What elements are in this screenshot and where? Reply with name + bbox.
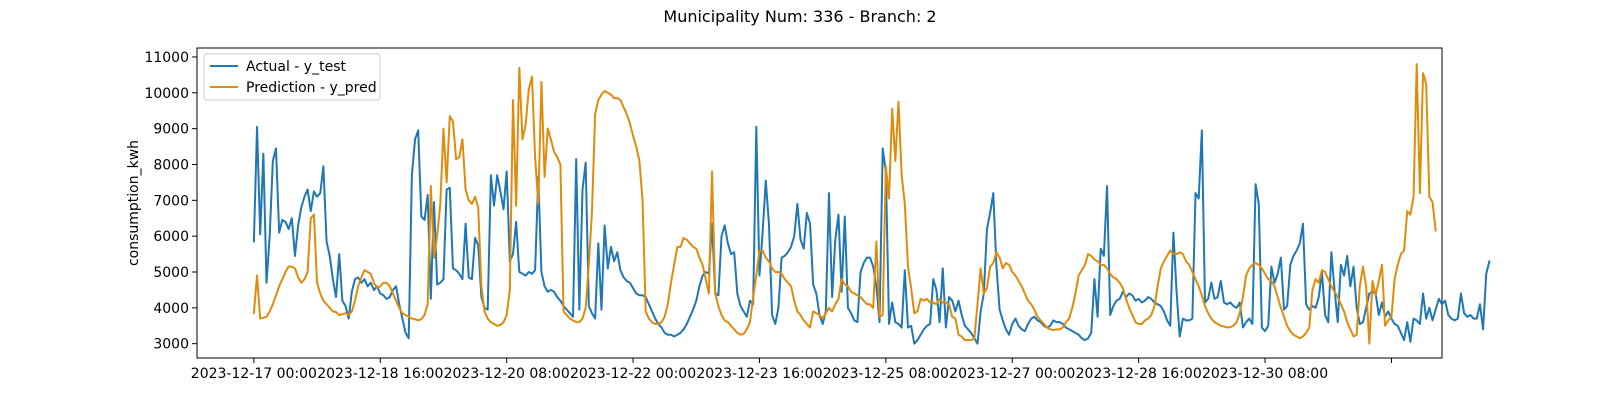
legend-label-1: Prediction - y_pred: [246, 80, 377, 96]
y-tick-label: 4000: [153, 301, 189, 317]
y-tick-label: 5000: [153, 265, 189, 281]
x-tick-label: 2023-12-18 16:00: [317, 366, 443, 382]
x-tick-label: 2023-12-20 08:00: [444, 366, 570, 382]
x-tick-label: 2023-12-28 16:00: [1076, 366, 1202, 382]
y-tick-label: 8000: [153, 157, 189, 173]
series-layer: [252, 63, 1491, 345]
plot-area: [196, 47, 1491, 359]
legend-box: [203, 53, 381, 101]
x-axis: 2023-12-17 00:00 2023-12-18 16:00 2023-12-…: [191, 358, 1392, 382]
y-tick-label: 11000: [144, 50, 189, 66]
y-axis: 3000 4000 5000 6000 7000 8000 9000 10000 11000: [144, 50, 197, 353]
plot-frame: [196, 47, 1443, 359]
series-line-1: [252, 63, 1437, 345]
legend-label-0: Actual - y_test: [246, 59, 346, 75]
x-tick-label: 2023-12-17 00:00: [191, 366, 317, 382]
x-tick-label: 2023-12-25 08:00: [823, 366, 949, 382]
series-line-0: [252, 125, 1491, 345]
legend: Actual - y_test Prediction - y_pred: [203, 53, 381, 101]
chart-title: Municipality Num: 336 - Branch: 2: [663, 7, 936, 26]
y-axis-title: consumption_kwh: [126, 140, 142, 266]
y-tick-label: 3000: [153, 337, 189, 353]
x-tick-label: 2023-12-30 08:00: [1202, 366, 1328, 382]
y-tick-label: 9000: [153, 122, 189, 138]
y-tick-label: 7000: [153, 193, 189, 209]
y-tick-label: 10000: [144, 86, 189, 102]
x-tick-label: 2023-12-23 16:00: [696, 366, 822, 382]
x-tick-label: 2023-12-27 00:00: [949, 366, 1075, 382]
x-tick-label: 2023-12-22 00:00: [570, 366, 696, 382]
y-tick-label: 6000: [153, 229, 189, 245]
